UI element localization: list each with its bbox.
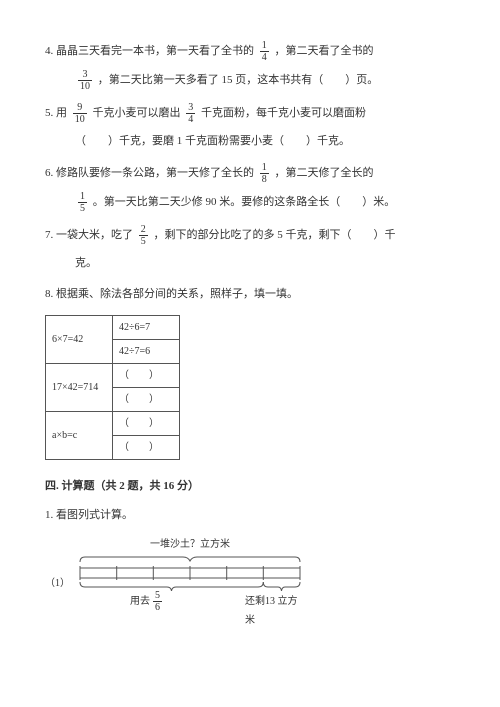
diagram-top-label: 一堆沙土？立方米 [75,535,305,554]
cell: （ ） [113,387,180,411]
indent-line: （ ）千克，要磨 1 千克面粉需要小麦（ ）千克。 [45,131,455,152]
question-7: 7. 一袋大米，吃了 25 ，剩下的部分比吃了的多 5 千克，剩下（ ）千 克。 [45,224,455,274]
text: 。第一天比第二天少修 90 米。要修的这条路全长（ ）米。 [93,196,396,208]
cell: （ ） [113,363,180,387]
fraction: 14 [260,40,269,63]
fraction: 310 [78,69,92,92]
text: 用去 [130,596,150,607]
indent-line: 310 ，第二天比第一天多看了 15 页，这本书共有（ ）页。 [45,69,455,92]
text: 千克小麦可以磨出 [93,107,181,119]
cell: 17×42=714 [46,363,113,411]
cell: 42÷6=7 [113,315,180,339]
text: ，剩下的部分比吃了的多 5 千克，剩下（ ）千 [154,229,396,241]
diagram-index: （1） [45,574,70,593]
text: （ ）千克，要磨 1 千克面粉需要小麦（ ）千克。 [75,135,350,147]
text: 7. 一袋大米，吃了 [45,229,133,241]
text: 千克面粉，每千克小麦可以磨面粉 [201,107,366,119]
cell: 6×7=42 [46,315,113,363]
question-4: 4. 晶晶三天看完一本书，第一天看了全书的 14 ，第二天看了全书的 310 ，… [45,40,455,92]
text: ，第二天修了全长的 [275,167,374,179]
cell: 42÷7=6 [113,339,180,363]
fraction: 910 [73,102,87,125]
table-row: 6×7=4242÷6=7 [46,315,180,339]
question-8: 8. 根据乘、除法各部分间的关系，照样子，填一填。 [45,284,455,305]
cell: a×b=c [46,411,113,459]
text: 克。 [75,257,97,269]
diagram-left-caption: 用去56 [130,590,165,613]
section-title: 四. 计算题（共 2 题，共 16 分） [45,476,455,497]
text: 6. 修路队要修一条公路，第一天修了全长的 [45,167,254,179]
table-row: a×b=c（ ） [46,411,180,435]
fraction: 56 [153,590,162,613]
fraction: 18 [260,162,269,185]
question-5: 5. 用 910 千克小麦可以磨出 34 千克面粉，每千克小麦可以磨面粉 （ ）… [45,102,455,152]
text: 5. 用 [45,107,67,119]
indent-line: 15 。第一天比第二天少修 90 米。要修的这条路全长（ ）米。 [45,191,455,214]
table-row: 17×42=714（ ） [46,363,180,387]
cell: （ ） [113,435,180,459]
question-6: 6. 修路队要修一条公路，第一天修了全长的 18 ，第二天修了全长的 15 。第… [45,162,455,214]
text: ，第二天比第一天多看了 15 页，这本书共有（ ）页。 [98,74,379,86]
diagram: 一堆沙土？立方米 （1） 用去56 还剩13 立方米 [75,535,305,606]
fraction: 34 [186,102,195,125]
relation-table: 6×7=4242÷6=7 42÷7=6 17×42=714（ ） （ ） a×b… [45,315,180,460]
text: ，第二天看了全书的 [275,45,374,57]
fraction: 25 [139,224,148,247]
cell: （ ） [113,411,180,435]
text: 4. 晶晶三天看完一本书，第一天看了全书的 [45,45,254,57]
text: 8. 根据乘、除法各部分间的关系，照样子，填一填。 [45,288,298,300]
calc-q1: 1. 看图列式计算。 [45,505,455,526]
fraction: 15 [78,191,87,214]
diagram-right-caption: 还剩13 立方米 [245,592,305,630]
indent-line: 克。 [45,253,455,274]
